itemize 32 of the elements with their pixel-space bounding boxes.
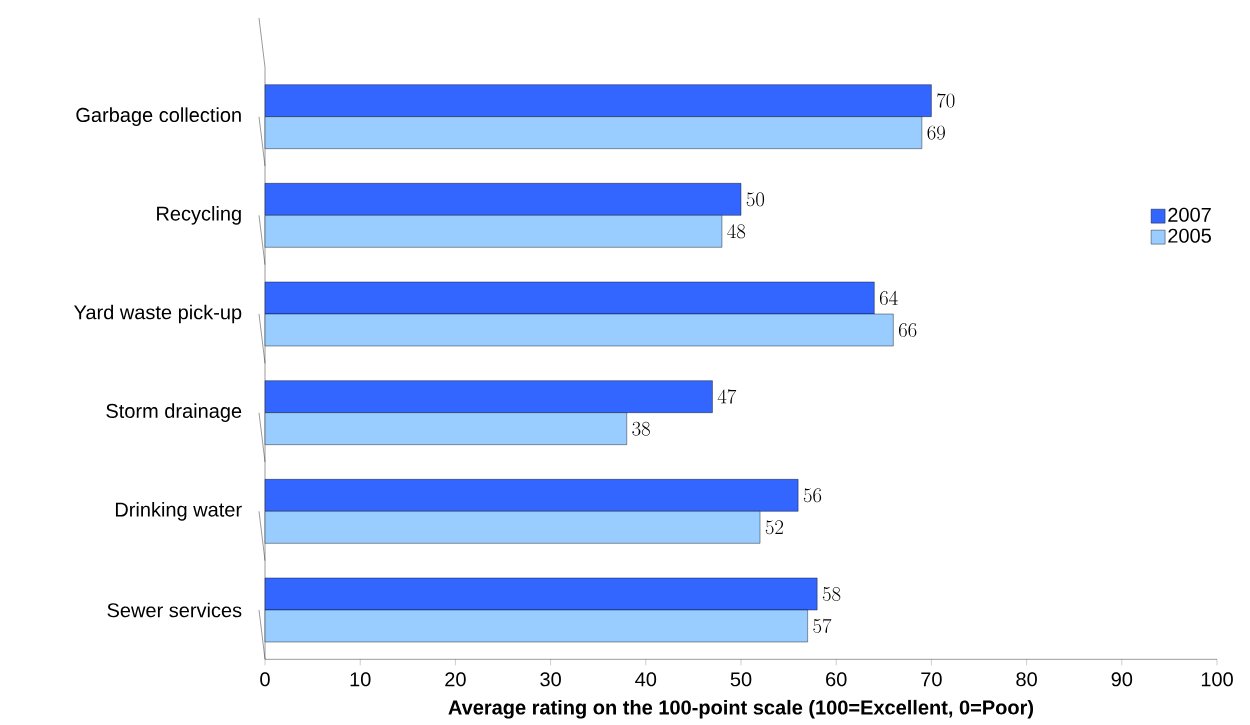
legend-label: 2007	[1168, 207, 1211, 222]
data-label: 52	[765, 520, 784, 535]
data-label: 47	[717, 389, 737, 404]
x-tick-label: 40	[635, 672, 657, 687]
x-tick-label: 0	[260, 672, 270, 687]
x-axis-title: Average rating on the 100-point scale (100=Excellent, 0=Poor)	[448, 699, 1034, 719]
y-tick-label: Drinking water	[115, 501, 242, 521]
data-label: 69	[927, 125, 945, 140]
data-label: 58	[822, 586, 841, 601]
y-tick-label: Recycling	[157, 205, 241, 225]
x-tick-label: 100	[1201, 672, 1233, 687]
y-tick-label: Garbage collection	[76, 107, 241, 126]
y-tick-label: Storm drainage	[106, 403, 242, 422]
data-label: 57	[813, 618, 832, 633]
x-tick-label: 20	[445, 672, 466, 687]
data-label: 38	[632, 421, 650, 436]
y-tick-label: Yard waste pick-up	[73, 304, 242, 324]
x-tick-label: 90	[1111, 672, 1133, 687]
x-tick-label: 30	[540, 672, 561, 687]
x-tick-label: 80	[1016, 672, 1037, 687]
y-tick-label: Sewer services	[107, 602, 242, 618]
data-label: 50	[746, 192, 765, 207]
data-label: 48	[727, 224, 746, 239]
legend-label: 2005	[1168, 228, 1211, 243]
data-label: 66	[898, 322, 917, 337]
x-tick-label: 10	[350, 672, 371, 687]
data-label: 56	[803, 488, 822, 503]
data-label: 64	[879, 290, 898, 305]
x-tick-label: 60	[826, 672, 847, 687]
data-label: 70	[937, 93, 955, 108]
x-tick-label: 70	[921, 672, 942, 687]
x-tick-label: 50	[730, 672, 752, 687]
